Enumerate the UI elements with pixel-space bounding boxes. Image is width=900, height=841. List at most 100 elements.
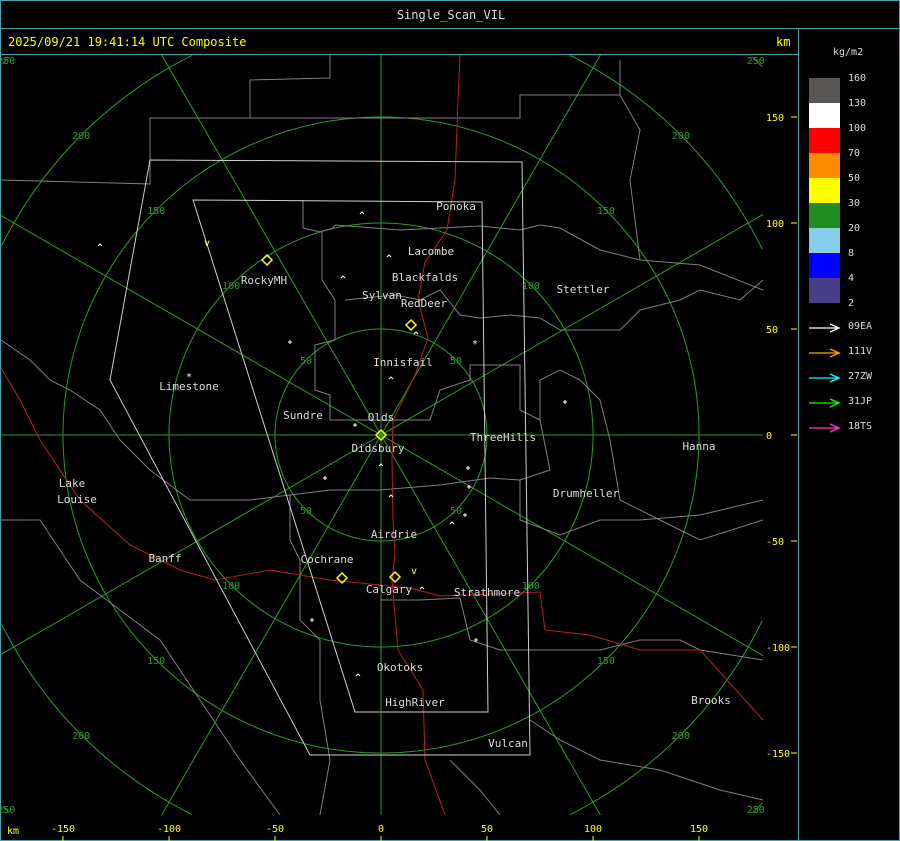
city-label: Limestone (159, 380, 219, 393)
range-grid: 50 50 50 50 100 100 100 100 150 150 150 150 200 200 20… (0, 54, 765, 816)
caret-marker-icon (97, 243, 103, 247)
legend-radar-111v[interactable]: 111V (848, 346, 873, 357)
city-label: Lacombe (408, 245, 454, 258)
plus-marker-icon (474, 638, 478, 642)
legend-scale-label: 30 (848, 198, 861, 209)
radar-site-icon[interactable] (335, 571, 349, 585)
legend-scale-label: 20 (848, 223, 861, 234)
range-ring-label: 150 (147, 206, 165, 217)
range-ring (1, 55, 193, 247)
range-ring-label: 100 (222, 581, 240, 592)
city-label: Didsbury (352, 442, 405, 455)
city-label: Ponoka (436, 200, 476, 213)
caret-marker-icon (378, 463, 384, 467)
range-ring (2, 56, 10, 64)
range-ring-label: 50 (450, 506, 462, 517)
city-label: Banff (148, 552, 181, 565)
range-ring-label: 150 (597, 656, 615, 667)
city-label: Airdrie (371, 528, 417, 541)
x-tick-label: 0 (378, 824, 384, 835)
y-tick-label: 100 (766, 219, 784, 230)
city-label: Louise (57, 493, 97, 506)
plus-marker-icon (310, 618, 314, 622)
city-label: Olds (368, 411, 395, 424)
legend-swatch (809, 128, 840, 153)
legend-swatch (809, 178, 840, 203)
caret-marker-icon (386, 254, 392, 258)
city-label: RockyMH (241, 274, 287, 287)
legend-radar-09ea[interactable]: 09EA (848, 321, 873, 332)
city-label: Vulcan (488, 737, 528, 750)
radar-arrow-icon (809, 373, 841, 383)
city-label: Hanna (682, 440, 715, 453)
legend-swatch (809, 228, 840, 253)
plus-marker-icon (466, 466, 470, 470)
legend-swatch (809, 203, 840, 228)
range-ring (569, 55, 763, 250)
radar-arrow-icon (809, 423, 841, 433)
legend-swatch (809, 103, 840, 128)
legend-radar-18ts[interactable]: 18TS (848, 421, 873, 432)
legend-swatch (809, 153, 840, 178)
city-label: Lake (59, 477, 86, 490)
range-ring (752, 802, 763, 814)
city-label: Calgary (366, 583, 413, 596)
range-ring-label: 100 (222, 281, 240, 292)
range-ring (1, 623, 193, 815)
range-ring-label: 100 (522, 581, 540, 592)
city-label: Okotoks (377, 661, 423, 674)
radar-site-icon[interactable] (260, 253, 274, 267)
legend-scale-label: 50 (848, 173, 861, 184)
legend-radar-31jp[interactable]: 31JP (848, 396, 873, 407)
city-label: Drumheller (553, 487, 620, 500)
city-label: Brooks (691, 694, 731, 707)
radar-arrow-icon (809, 398, 841, 408)
legend-scale-label: 130 (848, 98, 867, 109)
y-tick-label: -100 (766, 643, 790, 654)
plus-marker-icon (563, 400, 567, 404)
legend-scale-label: 2 (848, 298, 855, 309)
caret-marker-icon (388, 376, 394, 380)
window-title: Single_Scan_VIL (396, 8, 506, 22)
caret-marker-icon (340, 275, 346, 279)
y-axis-unit: km (776, 35, 791, 49)
plus-marker-icon (353, 423, 357, 427)
city-label: Innisfail (373, 356, 433, 369)
city-label: Sylvan (362, 289, 402, 302)
city-label: Cochrane (301, 553, 354, 566)
city-label: Sundre (283, 409, 323, 422)
highways (0, 54, 764, 816)
range-ring (2, 806, 10, 814)
legend-unit: kg/m2 (833, 47, 864, 58)
x-tick-label: -100 (157, 824, 181, 835)
header-bar: 2025/09/21 19:41:14 UTC Composite km (0, 28, 799, 55)
range-ring-label: 200 (72, 131, 90, 142)
range-ring-label: 200 (672, 731, 690, 742)
radar-site-icon[interactable] (404, 318, 418, 332)
range-ring-label: 50 (450, 356, 462, 367)
radar-site-icon[interactable] (388, 570, 402, 584)
range-ring-label: 200 (672, 131, 690, 142)
legend-swatch (809, 278, 840, 303)
city-label: Strathmore (454, 586, 520, 599)
range-ring-label: 100 (522, 281, 540, 292)
legend-scale-label: 70 (848, 148, 861, 159)
y-tick-label: -150 (766, 749, 790, 760)
radar-site-icon[interactable] (374, 428, 388, 442)
legend-scale-label: 8 (848, 248, 855, 259)
plus-marker-icon (463, 513, 467, 517)
station-v-icon: v (204, 238, 210, 249)
legend-radar-27zw[interactable]: 27ZW (848, 371, 873, 382)
radar-arrow-icon (809, 323, 841, 333)
legend-swatch (809, 253, 840, 278)
legend-scale-label: 4 (848, 273, 855, 284)
x-tick-label: 50 (481, 824, 493, 835)
range-ring-label: 250 (747, 805, 765, 816)
range-ring-label: 250 (0, 56, 15, 67)
caret-marker-icon (355, 673, 361, 677)
city-label: HighRiver (385, 696, 445, 709)
range-ring-label: 250 (747, 56, 765, 67)
x-tick-label: 100 (584, 824, 602, 835)
range-ring-label: 150 (147, 656, 165, 667)
